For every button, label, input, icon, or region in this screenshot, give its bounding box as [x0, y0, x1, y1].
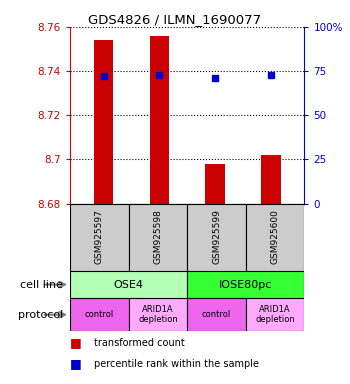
Bar: [246, 298, 304, 331]
Bar: [187, 204, 246, 271]
Bar: [205, 164, 225, 204]
Bar: [261, 155, 281, 204]
Bar: [70, 271, 187, 298]
Bar: [246, 204, 304, 271]
Text: GSM925600: GSM925600: [271, 209, 280, 264]
Text: cell line: cell line: [20, 280, 63, 290]
Text: GDS4826 / ILMN_1690077: GDS4826 / ILMN_1690077: [89, 13, 261, 26]
Text: ■: ■: [70, 357, 82, 370]
Text: GSM925598: GSM925598: [153, 209, 162, 264]
Bar: [149, 36, 169, 204]
Bar: [70, 204, 129, 271]
Bar: [129, 298, 187, 331]
Text: transformed count: transformed count: [94, 338, 185, 348]
Bar: [187, 271, 304, 298]
Text: ■: ■: [70, 336, 82, 349]
Text: control: control: [202, 310, 231, 319]
Text: protocol: protocol: [18, 310, 63, 320]
Bar: [129, 204, 187, 271]
Text: control: control: [85, 310, 114, 319]
Text: ARID1A
depletion: ARID1A depletion: [138, 305, 178, 324]
Text: percentile rank within the sample: percentile rank within the sample: [94, 359, 259, 369]
Bar: [187, 298, 246, 331]
Bar: [94, 40, 113, 204]
Bar: [70, 298, 129, 331]
Text: GSM925599: GSM925599: [212, 209, 221, 264]
Text: ARID1A
depletion: ARID1A depletion: [255, 305, 295, 324]
Text: GSM925597: GSM925597: [95, 209, 104, 264]
Text: IOSE80pc: IOSE80pc: [219, 280, 273, 290]
Text: OSE4: OSE4: [114, 280, 144, 290]
